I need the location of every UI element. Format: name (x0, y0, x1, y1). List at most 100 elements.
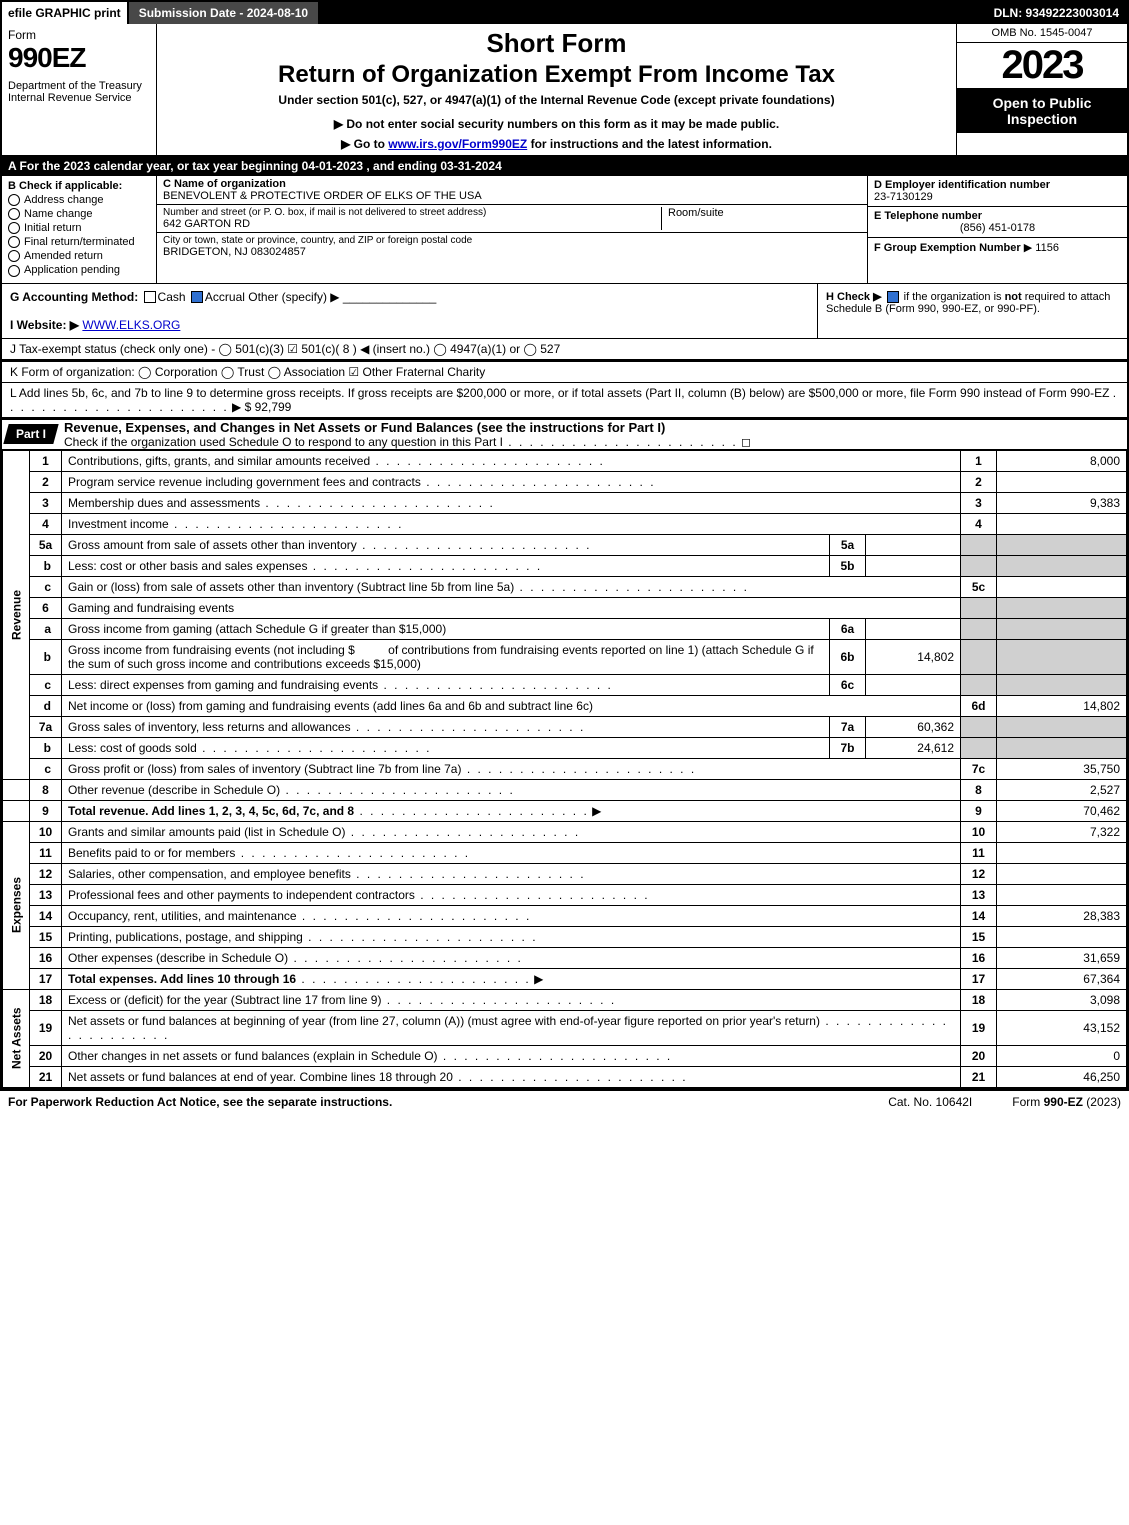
ln6c-shade (961, 674, 997, 695)
ln16: 16 (961, 947, 997, 968)
header-right: OMB No. 1545-0047 2023 Open to Public In… (957, 24, 1127, 155)
d4: Investment income (62, 513, 961, 534)
sv6b: 14,802 (866, 639, 961, 674)
d2: Program service revenue including govern… (62, 471, 961, 492)
chk-initial-return[interactable]: Initial return (8, 222, 150, 234)
room-suite: Room/suite (661, 207, 861, 230)
org-city: BRIDGETON, NJ 083024857 (163, 246, 472, 258)
form-number: 990EZ (8, 42, 150, 74)
chk-application-pending[interactable]: Application pending (8, 264, 150, 276)
col-def: D Employer identification number 23-7130… (867, 176, 1127, 283)
tax-year: 2023 (957, 43, 1127, 89)
row-6a: a Gross income from gaming (attach Sched… (3, 618, 1127, 639)
vlabel-revenue: Revenue (3, 450, 30, 779)
l-text: L Add lines 5b, 6c, and 7b to line 9 to … (10, 386, 1109, 400)
donot-note: ▶ Do not enter social security numbers o… (165, 117, 948, 131)
ln7c: 7c (961, 758, 997, 779)
sn5a: 5a (830, 534, 866, 555)
n1: 1 (30, 450, 62, 471)
ln8: 8 (961, 779, 997, 800)
n7a: 7a (30, 716, 62, 737)
n16: 16 (30, 947, 62, 968)
row-17: 17 Total expenses. Add lines 10 through … (3, 968, 1127, 989)
n14: 14 (30, 905, 62, 926)
amt21: 46,250 (997, 1066, 1127, 1087)
form-header: Form 990EZ Department of the Treasury In… (2, 24, 1127, 156)
row-15: 15 Printing, publications, postage, and … (3, 926, 1127, 947)
amt17: 67,364 (997, 968, 1127, 989)
ln6-shade (961, 597, 997, 618)
ln17: 17 (961, 968, 997, 989)
line-h: H Check ▶ if the organization is not req… (817, 284, 1127, 338)
amt9: 70,462 (997, 800, 1127, 821)
d6a: Gross income from gaming (attach Schedul… (62, 618, 830, 639)
d6d: Net income or (loss) from gaming and fun… (62, 695, 961, 716)
f-arrow-icon: ▶ (1024, 242, 1032, 254)
sv6c (866, 674, 961, 695)
chk-final-return[interactable]: Final return/terminated (8, 236, 150, 248)
vlabel-expenses: Expenses (3, 821, 30, 989)
d13: Professional fees and other payments to … (62, 884, 961, 905)
n6: 6 (30, 597, 62, 618)
d6b: Gross income from fundraising events (no… (62, 639, 830, 674)
c-name-row: C Name of organization BENEVOLENT & PROT… (157, 176, 867, 205)
n11: 11 (30, 842, 62, 863)
d6c: Less: direct expenses from gaming and fu… (62, 674, 830, 695)
section-bcdef: B Check if applicable: Address change Na… (2, 176, 1127, 284)
under-section: Under section 501(c), 527, or 4947(a)(1)… (165, 93, 948, 107)
chk-address-change[interactable]: Address change (8, 194, 150, 206)
ln1: 1 (961, 450, 997, 471)
chk-amended-return[interactable]: Amended return (8, 250, 150, 262)
chk-name-change[interactable]: Name change (8, 208, 150, 220)
sn6c: 6c (830, 674, 866, 695)
chk-h[interactable] (887, 291, 899, 303)
d5c: Gain or (loss) from sale of assets other… (62, 576, 961, 597)
amt7c: 35,750 (997, 758, 1127, 779)
line-k: K Form of organization: ◯ Corporation ◯ … (2, 360, 1127, 383)
amt14: 28,383 (997, 905, 1127, 926)
n19: 19 (30, 1010, 62, 1045)
ln3: 3 (961, 492, 997, 513)
n7b: b (30, 737, 62, 758)
amt11 (997, 842, 1127, 863)
gh-left: G Accounting Method: Cash Accrual Other … (2, 284, 817, 338)
chk-cash[interactable] (144, 291, 156, 303)
part1-checkbox[interactable]: ◻ (741, 435, 751, 449)
open-inspection: Open to Public Inspection (957, 89, 1127, 133)
c-street-row: Number and street (or P. O. box, if mail… (157, 205, 867, 233)
c-city-row: City or town, state or province, country… (157, 233, 867, 260)
row-9: 9 Total revenue. Add lines 1, 2, 3, 4, 5… (3, 800, 1127, 821)
ln5c: 5c (961, 576, 997, 597)
n20: 20 (30, 1045, 62, 1066)
d14: Occupancy, rent, utilities, and maintena… (62, 905, 961, 926)
amt7a-shade (997, 716, 1127, 737)
d19: Net assets or fund balances at beginning… (62, 1010, 961, 1045)
row-5a: 5a Gross amount from sale of assets othe… (3, 534, 1127, 555)
n8: 8 (30, 779, 62, 800)
row-10: Expenses 10 Grants and similar amounts p… (3, 821, 1127, 842)
amt5c (997, 576, 1127, 597)
ln12: 12 (961, 863, 997, 884)
form-990ez: efile GRAPHIC print Submission Date - 20… (0, 0, 1129, 1090)
chk-accrual[interactable] (191, 291, 203, 303)
irs-link[interactable]: www.irs.gov/Form990EZ (388, 137, 527, 151)
cat-no: Cat. No. 10642I (888, 1095, 972, 1109)
amt15 (997, 926, 1127, 947)
d-label: D Employer identification number (874, 179, 1121, 191)
amt6a-shade (997, 618, 1127, 639)
sv5a (866, 534, 961, 555)
row-5c: c Gain or (loss) from sale of assets oth… (3, 576, 1127, 597)
dln: DLN: 93492223003014 (986, 2, 1127, 24)
ln6d: 6d (961, 695, 997, 716)
f-row: F Group Exemption Number ▶ 1156 (868, 238, 1127, 257)
row-7b: b Less: cost of goods sold 7b 24,612 (3, 737, 1127, 758)
n21: 21 (30, 1066, 62, 1087)
efile-print[interactable]: efile GRAPHIC print (2, 2, 129, 24)
department: Department of the Treasury Internal Reve… (8, 80, 150, 104)
c-name-label: C Name of organization (163, 178, 482, 190)
goto-note: ▶ Go to www.irs.gov/Form990EZ for instru… (165, 137, 948, 151)
d15: Printing, publications, postage, and shi… (62, 926, 961, 947)
amt5b-shade (997, 555, 1127, 576)
d20: Other changes in net assets or fund bala… (62, 1045, 961, 1066)
website-link[interactable]: WWW.ELKS.ORG (82, 318, 180, 332)
